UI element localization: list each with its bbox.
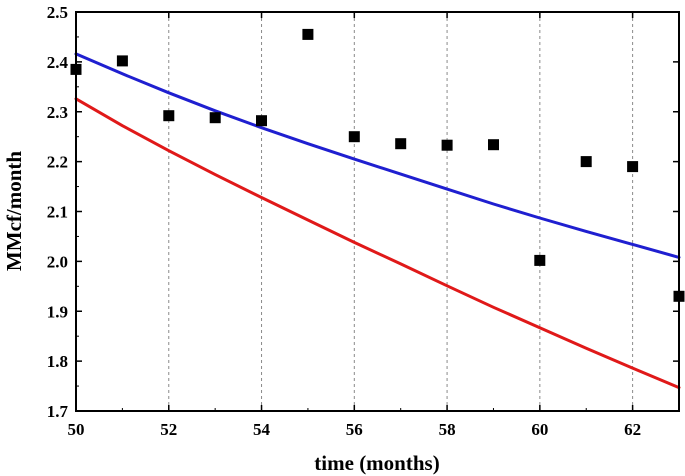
x-tick-label: 60 (531, 420, 548, 439)
data-point (534, 254, 546, 266)
x-tick-label: 52 (160, 420, 177, 439)
x-tick-label: 62 (624, 420, 641, 439)
y-tick-label: 1.9 (47, 302, 68, 321)
data-point (116, 55, 128, 67)
x-tick-label: 50 (68, 420, 85, 439)
data-point (488, 139, 499, 151)
x-axis-label: time (months) (314, 451, 439, 475)
data-point (256, 115, 267, 127)
series-line-red-curve (74, 97, 681, 390)
data-point (395, 138, 407, 150)
x-tick-label: 54 (253, 420, 271, 439)
y-tick-label: 2.1 (47, 203, 68, 222)
data-point (348, 131, 360, 143)
data-point (441, 139, 453, 151)
y-tick-label: 1.8 (47, 352, 68, 371)
x-tick-label: 58 (439, 420, 456, 439)
y-tick-label: 1.7 (47, 402, 69, 421)
data-point (209, 112, 221, 124)
data-point (163, 110, 175, 122)
series-line-blue-curve (74, 52, 681, 259)
data-point (627, 161, 639, 173)
grid-lines (168, 12, 634, 411)
curve-lines (74, 52, 681, 390)
y-tick-label: 2.3 (47, 103, 68, 122)
y-tick-label: 2.4 (47, 53, 69, 72)
y-tick-label: 2.5 (47, 3, 68, 22)
x-tick-label: 56 (346, 420, 363, 439)
data-point (580, 156, 592, 168)
y-tick-label: 2.0 (47, 252, 68, 271)
y-axis-label: MMcf/month (2, 151, 26, 271)
data-point (302, 28, 314, 40)
y-tick-label: 2.2 (47, 153, 68, 172)
axis-ticks: 50 52 54 56 58 60 62 1.7 1.8 1.9 2.0 2.1 2.2 2.3 2.4 2.… (47, 3, 679, 439)
plot-frame (75, 11, 680, 412)
